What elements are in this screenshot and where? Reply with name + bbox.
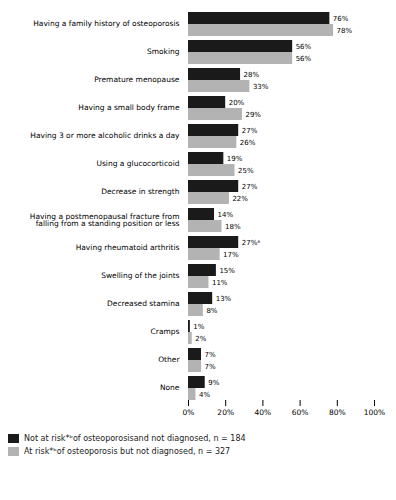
svg-text:27%: 27%	[242, 183, 258, 191]
svg-text:14%: 14%	[218, 211, 234, 219]
svg-text:22%: 22%	[232, 195, 248, 203]
svg-text:56%: 56%	[296, 55, 312, 63]
svg-text:19%: 19%	[227, 155, 243, 163]
svg-text:Having a family history of ost: Having a family history of osteoporosis	[33, 19, 179, 28]
svg-text:33%: 33%	[253, 83, 269, 91]
svg-text:Other: Other	[158, 355, 180, 364]
svg-text:7%: 7%	[205, 351, 216, 359]
svg-text:15%: 15%	[219, 267, 235, 275]
svg-text:7%: 7%	[205, 363, 216, 371]
svg-text:26%: 26%	[240, 139, 256, 147]
svg-text:18%: 18%	[225, 223, 241, 231]
svg-text:Premature menopause: Premature menopause	[94, 75, 180, 84]
svg-text:56%: 56%	[296, 43, 312, 51]
svg-text:29%: 29%	[245, 111, 261, 119]
svg-text:Having a small body frame: Having a small body frame	[78, 103, 180, 112]
svg-text:4%: 4%	[199, 391, 210, 399]
svg-text:40%: 40%	[255, 408, 272, 417]
svg-text:Decrease in strength: Decrease in strength	[101, 187, 180, 196]
svg-text:1%: 1%	[193, 323, 204, 331]
svg-text:9%: 9%	[208, 379, 219, 387]
html-text:Not at risk*ᵇof osteoporosisan: Not at risk*ᵇof osteoporosisand not diag…	[24, 434, 246, 443]
svg-text:27%ᵃ: 27%ᵃ	[242, 239, 261, 247]
svg-text:Having a postmenopausal fractu: Having a postmenopausal fracture fromfal…	[30, 212, 180, 229]
svg-text:11%: 11%	[212, 279, 228, 287]
svg-text:76%: 76%	[333, 15, 349, 23]
svg-text:Decreased stamina: Decreased stamina	[107, 299, 180, 308]
svg-text:2%: 2%	[195, 335, 206, 343]
svg-text:Cramps: Cramps	[151, 327, 180, 336]
svg-text:60%: 60%	[292, 408, 309, 417]
svg-text:80%: 80%	[329, 408, 346, 417]
svg-text:28%: 28%	[244, 71, 260, 79]
svg-text:78%: 78%	[337, 27, 353, 35]
svg-text:8%: 8%	[206, 307, 217, 315]
svg-text:13%: 13%	[216, 295, 232, 303]
svg-text:Smoking: Smoking	[147, 47, 180, 56]
svg-text:17%: 17%	[223, 251, 239, 259]
svg-text:Having 3 or more alcoholic dri: Having 3 or more alcoholic drinks a day	[30, 131, 180, 140]
svg-text:100%: 100%	[364, 408, 385, 417]
svg-text:None: None	[160, 383, 180, 392]
svg-text:20%: 20%	[229, 99, 245, 107]
svg-text:Swelling of the joints: Swelling of the joints	[101, 271, 179, 280]
svg-text:20%: 20%	[217, 408, 234, 417]
svg-text:25%: 25%	[238, 167, 254, 175]
svg-text:0%: 0%	[183, 408, 195, 417]
svg-text:Having rheumatoid arthritis: Having rheumatoid arthritis	[76, 243, 180, 252]
html-text:At risk*ᵇof osteoporosis but n: At risk*ᵇof osteoporosis but not diagnos…	[24, 447, 231, 456]
svg-text:27%: 27%	[242, 127, 258, 135]
svg-text:Using a glucocorticoid: Using a glucocorticoid	[96, 159, 179, 168]
